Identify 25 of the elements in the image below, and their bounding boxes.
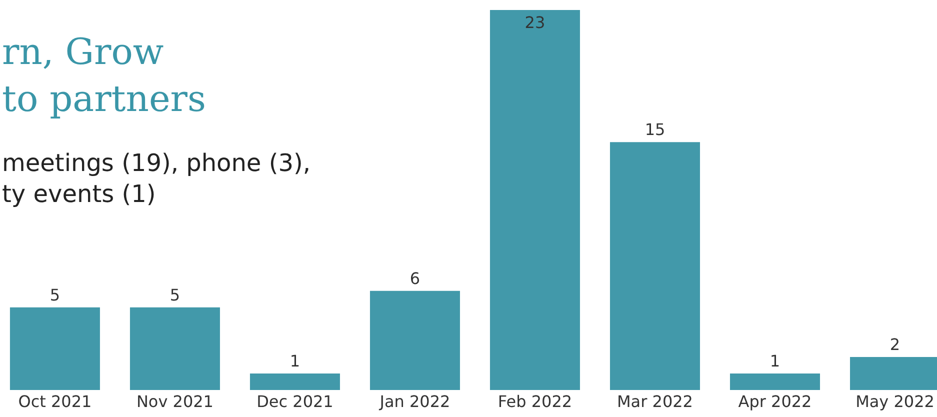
x-tick-label: Feb 2022	[498, 392, 572, 411]
bar	[610, 142, 700, 390]
text: rn, Grow to partners	[2, 32, 206, 120]
x-tick-label: Jan 2022	[378, 392, 450, 411]
data-label: 23	[524, 13, 546, 32]
text: meetings (19), phone (3), ty events (1)	[2, 149, 310, 208]
data-label: 2	[890, 334, 900, 354]
bar	[370, 290, 460, 390]
bar	[130, 307, 220, 390]
data-label: 5	[170, 285, 180, 304]
bar	[730, 373, 820, 390]
x-tick-label: Mar 2022	[616, 392, 693, 411]
x-tick-label: Oct 2021	[18, 392, 92, 411]
data-label: 1	[290, 351, 300, 370]
data-label: 15	[644, 120, 666, 140]
x-tick-label: Dec 2021	[256, 392, 334, 411]
x-tick-label: Apr 2022	[738, 392, 812, 411]
data-label: 6	[410, 268, 420, 288]
data-label: 1	[770, 351, 780, 370]
x-tick-label: May 2022	[856, 392, 934, 411]
data-label: 5	[50, 285, 60, 304]
bar	[490, 10, 580, 390]
bar	[10, 307, 100, 390]
bar	[250, 373, 340, 390]
x-tick-label: Nov 2021	[136, 392, 214, 411]
